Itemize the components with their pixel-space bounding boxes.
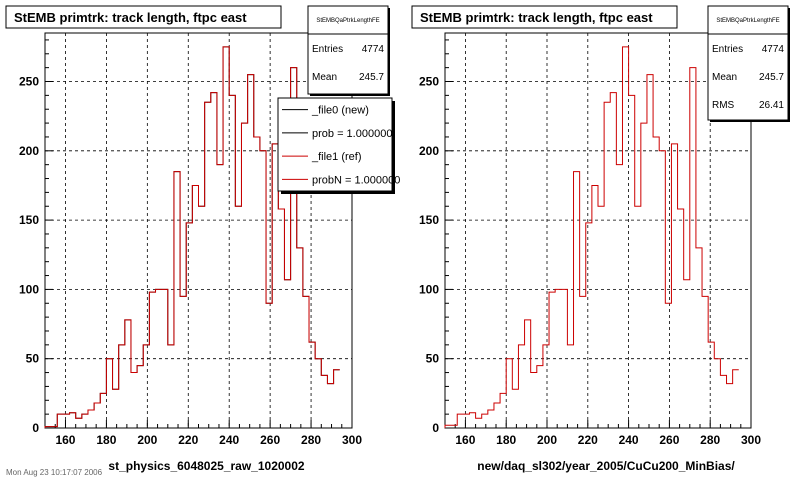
y-tick-label: 200 [19,144,39,158]
x-tick-label: 300 [741,433,761,447]
stats-label-rms: RMS [712,100,735,111]
legend-entry: _file1 (ref) [311,151,362,163]
stats-label-mean: Mean [312,72,337,83]
y-tick-label: 100 [19,282,39,296]
stats-label-entries: Entries [312,44,343,55]
stats-value-mean: 245.7 [359,72,384,83]
x-tick-label: 180 [96,433,116,447]
x-tick-label: 240 [619,433,639,447]
y-tick-label: 50 [426,352,440,366]
x-axis-label: new/daq_sl302/year_2005/CuCu200_MinBias/ [477,459,735,473]
stats-value-mean: 245.7 [759,72,784,83]
legend-entry: _file0 (new) [311,105,369,117]
stats-box-name: StEMBQaPtrkLengthFE [316,18,379,24]
y-tick-label: 150 [19,213,39,227]
x-tick-label: 280 [700,433,720,447]
plot-frame [444,32,752,429]
stats-value-entries: 4774 [362,44,385,55]
x-tick-label: 220 [178,433,198,447]
y-tick-label: 250 [419,75,439,89]
x-tick-label: 200 [537,433,557,447]
legend-entry: probN = 1.000000 [312,174,400,186]
chart-title: StEMB primtrk: track length, ftpc east [14,10,247,25]
x-tick-label: 240 [219,433,239,447]
plot-frame [44,32,353,429]
stats-value-rms: 26.41 [759,100,784,111]
x-axis-label: st_physics_6048025_raw_1020002 [108,459,304,473]
x-tick-label: 160 [455,433,475,447]
stats-label-entries: Entries [712,44,743,55]
x-tick-label: 160 [55,433,75,447]
histogram-panel-2: 160 180 200 220 240 260 280 300 0 50 100 150 200 250 n… [411,5,790,473]
x-tick-label: 220 [578,433,598,447]
stats-box [307,5,389,95]
y-tick-label: 100 [419,282,439,296]
y-tick-label: 200 [419,144,439,158]
stats-box-name: StEMBQaPtrkLengthFE [716,18,779,24]
stats-label-mean: Mean [712,72,737,83]
chart-title: StEMB primtrk: track length, ftpc east [420,10,653,25]
x-tick-label: 260 [659,433,679,447]
legend-box [277,97,393,192]
footer-timestamp: Mon Aug 23 10:17:07 2006 [6,468,103,477]
title-box [411,5,678,29]
y-tick-label: 250 [19,75,39,89]
x-tick-label: 200 [137,433,157,447]
title-box [5,5,282,29]
legend-entry: prob = 1.000000 [312,128,392,140]
x-tick-label: 260 [260,433,280,447]
stats-value-entries: 4774 [762,44,785,55]
stats-box [707,5,789,121]
x-tick-label: 300 [342,433,362,447]
y-tick-label: 50 [26,352,40,366]
y-tick-label: 0 [432,421,439,435]
y-tick-label: 0 [32,421,39,435]
histogram-series-1 [444,46,739,428]
y-tick-label: 150 [419,213,439,227]
x-tick-label: 280 [301,433,321,447]
histogram-panel-1: 160 180 200 220 240 260 280 300 0 50 100 150 200 250 s… [5,5,400,473]
x-tick-label: 180 [496,433,516,447]
